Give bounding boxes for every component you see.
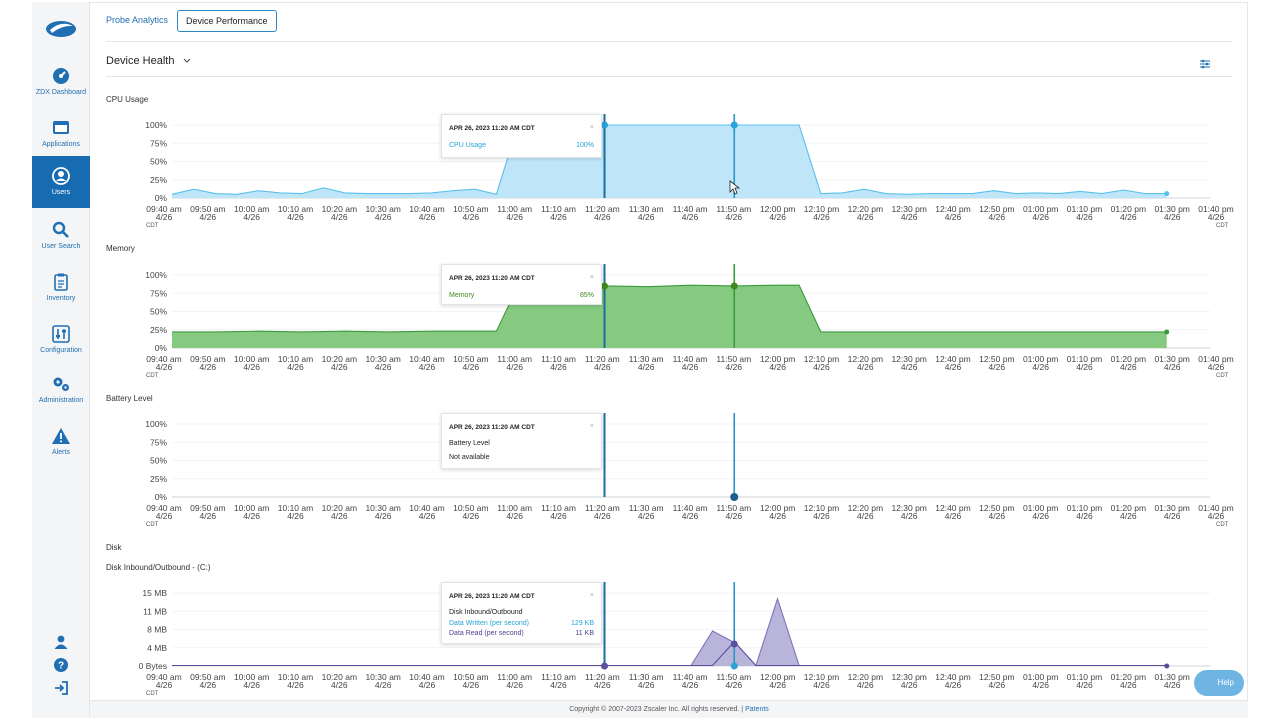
tab-device-performance[interactable]: Device Performance [177, 10, 277, 32]
sidebar-item-label: User Search [41, 243, 81, 250]
dashboard-gauge-icon [53, 68, 69, 84]
battery-tooltip: APR 26, 2023 11:20 AM CDT × Battery Leve… [441, 413, 602, 469]
sidebar-item-inventory[interactable]: Inventory [32, 266, 90, 316]
tooltip-close-button[interactable]: × [589, 423, 594, 430]
tooltip-value: 11 KB [575, 630, 594, 637]
warning-triangle-icon [52, 428, 70, 444]
user-icon [54, 635, 68, 649]
tooltip-label: Data Written (per second) [449, 620, 530, 627]
sidebar-item-label: Inventory [46, 295, 76, 302]
chart-title-memory: Memory [106, 244, 135, 253]
filter-settings-icon[interactable] [1198, 57, 1212, 71]
tooltip-close-button[interactable]: × [589, 274, 594, 281]
chart-title-disk: Disk [106, 543, 122, 552]
sidebar-item-label: Users [51, 189, 71, 196]
tooltip-header: APR 26, 2023 11:20 AM CDT [449, 424, 535, 431]
sidebar-item-administration[interactable]: Administration [32, 368, 90, 418]
tooltip-close-button[interactable]: × [589, 592, 594, 599]
gears-icon [53, 377, 69, 391]
sign-out-icon [55, 681, 68, 695]
chart-title-cpu: CPU Usage [106, 95, 149, 104]
tooltip-row-cpu: CPU Usage 100% [449, 142, 594, 149]
tooltip-header: APR 26, 2023 11:20 AM CDT [449, 125, 535, 132]
tooltip-value: Not available [449, 454, 490, 461]
sidebar-item-applications[interactable]: Applications [32, 112, 90, 162]
divider [106, 41, 1232, 42]
sidebar-item-label: Alerts [52, 449, 70, 456]
tooltip-title: Disk Inbound/Outbound [449, 609, 523, 616]
tooltip-label: Battery Level [449, 440, 490, 447]
sidebar-item-user-search[interactable]: User Search [32, 214, 90, 264]
user-circle-icon [52, 167, 70, 185]
sidebar-help-button[interactable]: ? [32, 657, 90, 678]
search-icon [52, 221, 69, 238]
chart-title-battery: Battery Level [106, 394, 153, 403]
chart-subtitle-disk: Disk Inbound/Outbound - (C:) [106, 563, 211, 572]
tooltip-value: 100% [576, 142, 594, 149]
footer-separator: | [741, 706, 744, 713]
footer-copyright: Copyright © 2007-2023 Zscaler Inc. All r… [569, 706, 740, 713]
help-label: Help [1217, 678, 1234, 687]
tooltip-value: 129 KB [571, 620, 594, 627]
sidebar-item-users[interactable]: Users [32, 156, 90, 208]
tooltip-row-memory: Memory 85% [449, 292, 594, 299]
sidebar: ZDX Dashboard Applications Users User Se… [32, 2, 90, 718]
app-frame [32, 2, 1248, 718]
tooltip-label: CPU Usage [449, 142, 486, 149]
sidebar-item-label: Configuration [40, 347, 82, 354]
tooltip-header: APR 26, 2023 11:20 AM CDT [449, 593, 535, 600]
section-title: Device Health [106, 55, 175, 67]
applications-window-icon [53, 121, 69, 134]
sidebar-item-configuration[interactable]: Configuration [32, 318, 90, 368]
tab-probe-analytics[interactable]: Probe Analytics [106, 15, 169, 25]
sidebar-user-button[interactable] [32, 634, 90, 655]
memory-tooltip: APR 26, 2023 11:20 AM CDT × Memory 85% [441, 264, 602, 305]
sidebar-item-label: ZDX Dashboard [35, 89, 87, 96]
sidebar-item-zdx-dashboard[interactable]: ZDX Dashboard [32, 60, 90, 110]
sidebar-sign-out-button[interactable] [32, 680, 90, 701]
device-health-dropdown[interactable]: Device Health [106, 55, 192, 67]
svg-text:?: ? [58, 661, 64, 672]
help-button[interactable]: Help [1194, 670, 1244, 696]
disk-tooltip: APR 26, 2023 11:20 AM CDT × Disk Inbound… [441, 582, 602, 644]
zscaler-logo [46, 21, 76, 37]
help-icon: ? [54, 658, 68, 672]
tooltip-row-written: Data Written (per second) 129 KB [449, 620, 594, 627]
tooltip-label: Memory [449, 292, 475, 299]
cpu-tooltip: APR 26, 2023 11:20 AM CDT × CPU Usage 10… [441, 114, 602, 158]
footer: Copyright © 2007-2023 Zscaler Inc. All r… [90, 700, 1248, 718]
sidebar-item-alerts[interactable]: Alerts [32, 420, 90, 470]
tooltip-header: APR 26, 2023 11:20 AM CDT [449, 275, 535, 282]
tooltip-close-button[interactable]: × [589, 124, 594, 131]
tooltip-label: Data Read (per second) [449, 630, 524, 637]
sidebar-item-label: Applications [42, 141, 80, 148]
clipboard-icon [54, 273, 68, 291]
chevron-down-icon [183, 58, 190, 63]
tooltip-row-read: Data Read (per second) 11 KB [449, 630, 594, 637]
sidebar-item-label: Administration [38, 397, 84, 404]
divider [106, 76, 1232, 77]
patents-link[interactable]: Patents [745, 706, 769, 713]
sliders-icon [52, 325, 70, 343]
tooltip-value: 85% [579, 292, 594, 299]
